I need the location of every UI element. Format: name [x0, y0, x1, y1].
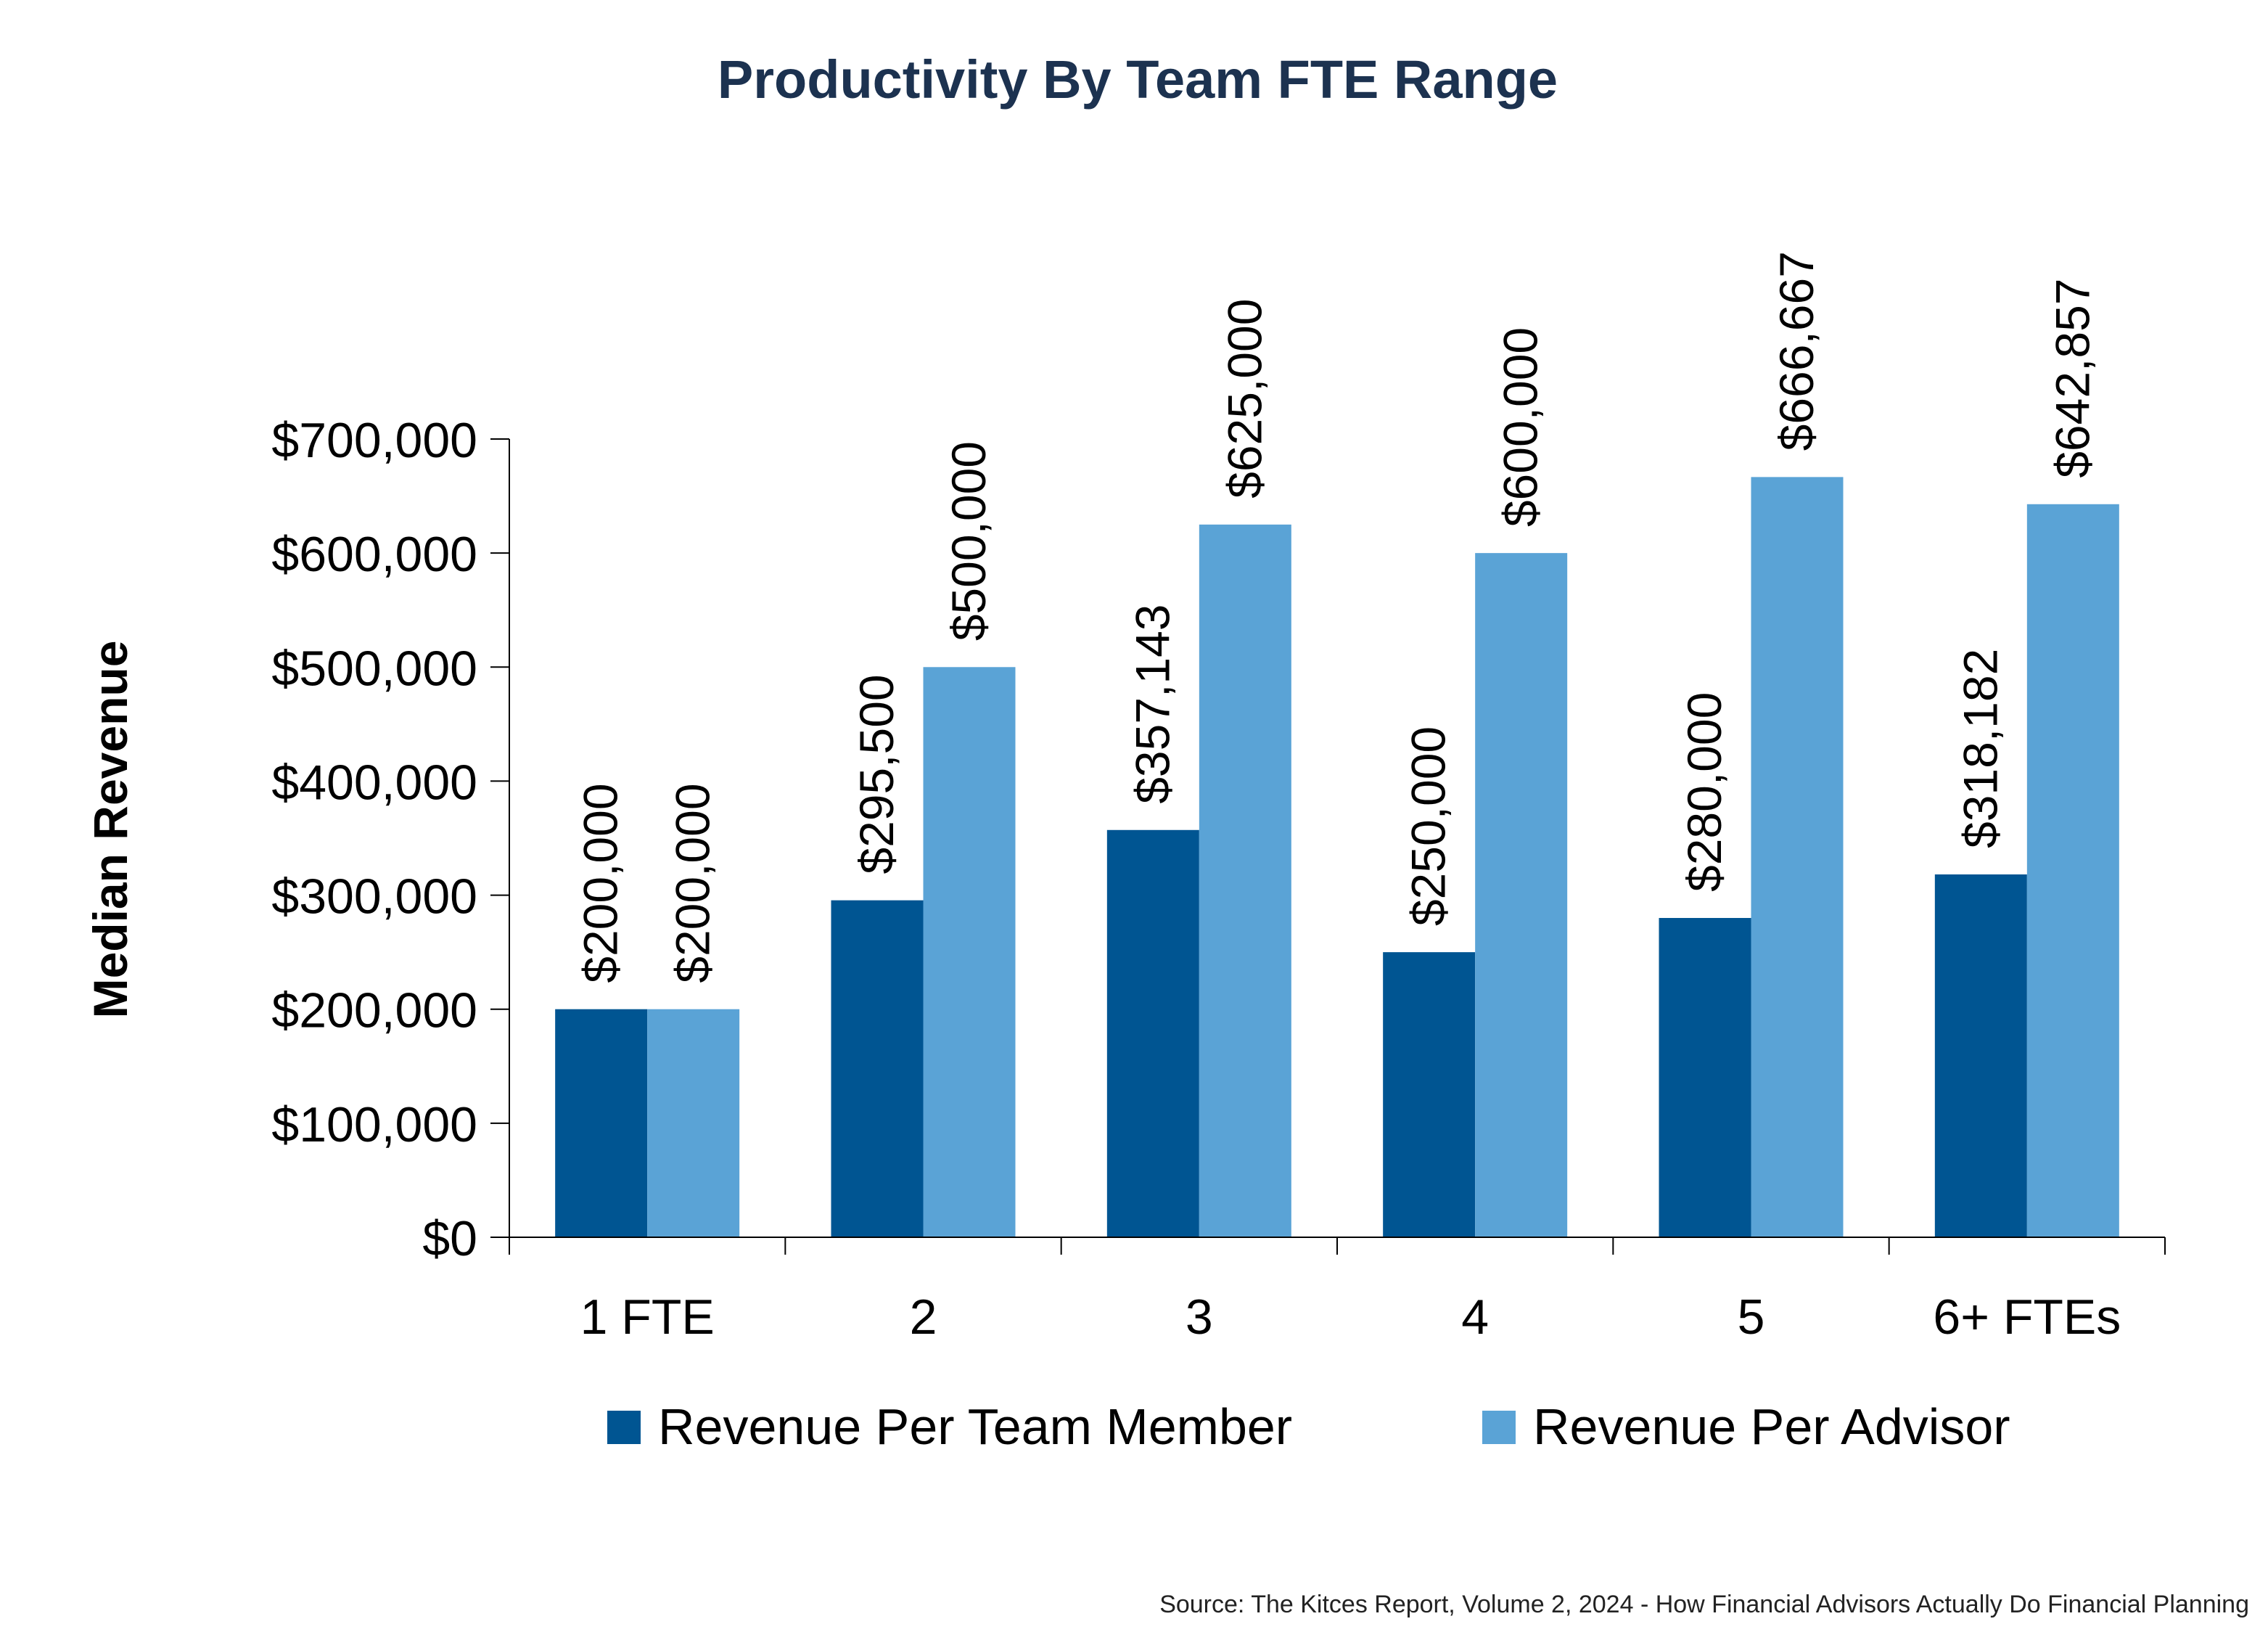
bar-team-member	[831, 900, 924, 1237]
bar-team-member	[555, 1009, 648, 1237]
data-label: $357,143	[1125, 604, 1179, 803]
data-label: $500,000	[942, 441, 995, 641]
data-label: $600,000	[1494, 327, 1548, 527]
x-tick-label: 6+ FTEs	[1933, 1290, 2121, 1345]
bar-advisor	[1475, 553, 1568, 1237]
bar-advisor	[1751, 477, 1844, 1238]
data-label: $200,000	[574, 783, 628, 983]
x-tick-label: 1 FTE	[580, 1290, 715, 1345]
x-tick-label: 5	[1738, 1290, 1765, 1345]
bar-advisor	[647, 1009, 740, 1237]
legend: Revenue Per Team Member Revenue Per Advis…	[607, 1398, 2010, 1455]
legend-label: Revenue Per Advisor	[1533, 1398, 2010, 1455]
bar-advisor	[2026, 504, 2119, 1237]
data-label: $250,000	[1402, 726, 1455, 926]
data-label: $318,182	[1953, 649, 2007, 848]
y-axis-label: Median Revenue	[83, 641, 137, 1019]
y-tick-label: $500,000	[271, 641, 477, 696]
bar-advisor	[1199, 524, 1291, 1237]
bar-team-member	[1383, 952, 1476, 1237]
legend-label: Revenue Per Team Member	[658, 1398, 1292, 1455]
x-tick-label: 3	[1186, 1290, 1213, 1345]
y-tick-label: $600,000	[271, 527, 477, 582]
data-label: $625,000	[1217, 299, 1271, 499]
source-note: Source: The Kitces Report, Volume 2, 202…	[1159, 1591, 2249, 1618]
bar-advisor	[923, 667, 1016, 1237]
data-label: $642,857	[2045, 279, 2099, 478]
y-tick-label: $100,000	[271, 1097, 477, 1152]
data-label: $280,000	[1677, 692, 1731, 892]
y-tick-label: $200,000	[271, 983, 477, 1038]
y-tick-label: $400,000	[271, 755, 477, 810]
x-tick-label: 2	[910, 1290, 937, 1345]
chart-title: Productivity By Team FTE Range	[718, 49, 1558, 110]
legend-swatch	[607, 1411, 641, 1444]
y-tick-label: $700,000	[271, 413, 477, 468]
legend-swatch	[1482, 1411, 1516, 1444]
x-tick-label: 4	[1461, 1290, 1489, 1345]
bar-team-member	[1106, 829, 1199, 1237]
data-label: $200,000	[666, 783, 720, 983]
data-label: $295,500	[850, 674, 903, 874]
plot-area: $0 $100,000 $200,000 $300,000 $400,000 $500,0…	[271, 251, 2166, 1345]
bar-team-member	[1659, 918, 1751, 1237]
data-label: $666,667	[1770, 251, 1823, 451]
y-tick-label: $300,000	[271, 869, 477, 924]
y-tick-label: $0	[422, 1211, 477, 1266]
bar-team-member	[1934, 874, 2027, 1237]
